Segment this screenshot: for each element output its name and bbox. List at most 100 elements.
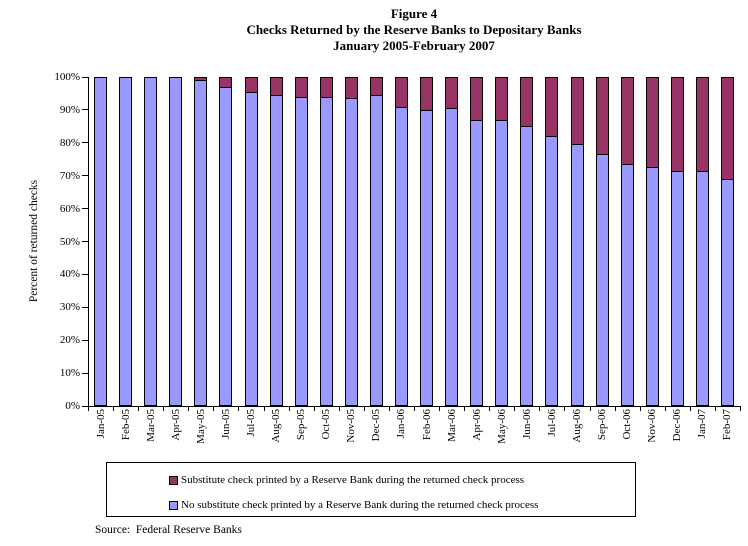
y-axis-tick: [82, 339, 88, 341]
bar-segment-substitute: [394, 77, 408, 108]
x-axis-tick: [338, 407, 340, 411]
bar-segment-substitute: [545, 77, 559, 137]
bar-segment-substitute: [294, 77, 308, 98]
y-tick-label: 90%: [59, 103, 80, 116]
x-axis-tick: [288, 407, 290, 411]
bar-segment-substitute: [319, 77, 333, 98]
x-tick-label: Jul-06: [545, 409, 558, 437]
bar-segment-no-substitute: [369, 95, 383, 406]
x-tick-label: Sep-06: [596, 409, 609, 441]
y-tick-label: 30%: [59, 301, 80, 314]
bar-segment-substitute: [420, 77, 434, 111]
bar-segment-no-substitute: [695, 171, 709, 406]
x-axis-tick: [589, 407, 591, 411]
x-axis-tick: [388, 407, 390, 411]
y-tick-label: 0%: [65, 400, 80, 412]
y-axis-tick: [82, 273, 88, 275]
x-axis-tick: [464, 407, 466, 411]
x-axis-tick: [213, 407, 215, 411]
y-axis-tick: [82, 142, 88, 144]
x-axis-tick: [138, 407, 140, 411]
bar-segment-no-substitute: [520, 126, 534, 406]
x-tick-label: Jan-06: [395, 409, 408, 439]
x-tick-label: Nov-06: [646, 409, 659, 443]
y-tick-label: 20%: [59, 334, 80, 347]
y-tick-label: 100%: [54, 71, 80, 83]
x-tick-label: Mar-05: [144, 409, 157, 442]
x-tick-label: Oct-05: [320, 409, 333, 440]
x-axis-tick: [539, 407, 541, 411]
bar-segment-no-substitute: [720, 179, 734, 406]
bar-segment-substitute: [720, 77, 734, 180]
bar-segment-no-substitute: [119, 77, 133, 406]
bar-segment-no-substitute: [219, 87, 233, 406]
bar-segment-no-substitute: [445, 108, 459, 406]
bar-segment-no-substitute: [344, 98, 358, 406]
x-tick-label: Dec-06: [671, 409, 684, 442]
x-axis-tick: [363, 407, 365, 411]
x-tick-label: Sep-05: [295, 409, 308, 441]
x-tick-label: Jul-05: [245, 409, 257, 437]
y-tick-label: 10%: [59, 367, 80, 380]
x-tick-label: Aug-05: [270, 409, 283, 443]
x-tick-label: Nov-05: [345, 409, 358, 443]
x-tick-label: Jan-07: [696, 409, 709, 439]
bar-segment-no-substitute: [169, 77, 183, 406]
bar-segment-no-substitute: [570, 144, 584, 406]
x-axis-tick: [614, 407, 616, 411]
figure-number: Figure 4: [390, 6, 438, 21]
x-axis-tick: [514, 407, 516, 411]
bar-segment-no-substitute: [194, 80, 208, 406]
bar-segment-no-substitute: [420, 110, 434, 406]
x-axis-tick: [88, 407, 89, 411]
x-tick-label: Aug-06: [571, 409, 583, 443]
bar-segment-substitute: [369, 77, 383, 96]
bar-segment-substitute: [645, 77, 659, 168]
bar-segment-no-substitute: [495, 120, 509, 406]
y-axis-tick: [82, 109, 88, 111]
bar-segment-substitute: [520, 77, 534, 127]
y-tick-label: 50%: [59, 235, 80, 248]
x-axis-tick: [414, 407, 415, 411]
x-tick-label: Apr-06: [470, 409, 483, 441]
x-tick-label: Oct-06: [621, 409, 634, 440]
x-axis-tick: [163, 407, 165, 411]
bar-segment-substitute: [595, 77, 609, 155]
y-axis-tick: [82, 208, 88, 210]
bar-segment-no-substitute: [144, 77, 158, 406]
bar-segment-no-substitute: [645, 167, 659, 406]
bar-segment-substitute: [470, 77, 484, 121]
x-tick-label: Feb-05: [119, 409, 132, 441]
y-axis-tick: [82, 241, 88, 242]
x-tick-label: Feb-07: [721, 409, 734, 441]
y-tick-label: 40%: [59, 268, 80, 281]
bar-segment-substitute: [445, 77, 459, 109]
bar-segment-no-substitute: [470, 120, 484, 406]
bar-segment-no-substitute: [319, 97, 333, 406]
x-axis-tick: [188, 407, 190, 411]
x-tick-label: Jan-05: [94, 409, 107, 439]
bar-segment-substitute: [620, 77, 634, 165]
x-axis-tick: [313, 407, 315, 411]
legend-swatch-substitute: [169, 475, 178, 485]
y-axis-tick: [82, 76, 88, 78]
y-axis-tick: [82, 405, 88, 407]
bar-segment-substitute: [344, 77, 358, 99]
bar-segment-no-substitute: [545, 136, 559, 406]
plot-area: [88, 77, 741, 407]
y-tick-label: 80%: [59, 136, 80, 149]
bar-segment-substitute: [219, 77, 233, 88]
x-axis-tick: [564, 407, 566, 411]
bar-segment-substitute: [570, 77, 584, 145]
bar-segment-substitute: [269, 77, 283, 96]
x-tick-label: May-05: [194, 409, 207, 444]
bar-segment-no-substitute: [94, 77, 108, 406]
bar-segment-substitute: [495, 77, 509, 121]
y-axis-tick: [82, 306, 88, 308]
bar-segment-substitute: [194, 77, 208, 81]
source-note: Source: Federal Reserve Banks: [95, 524, 242, 536]
bar-segment-no-substitute: [620, 164, 634, 406]
legend-item-no-substitute: No substitute check printed by a Reserve…: [169, 497, 538, 513]
x-axis-tick: [113, 407, 115, 411]
x-axis-tick: [664, 407, 666, 411]
